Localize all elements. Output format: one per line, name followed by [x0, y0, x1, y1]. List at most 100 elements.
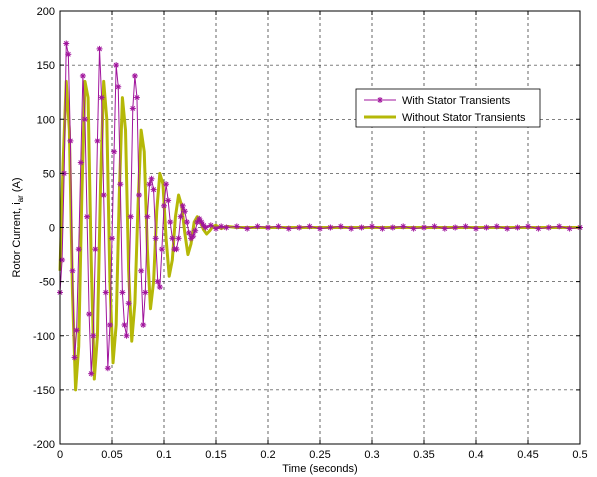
star-marker — [84, 213, 91, 220]
star-marker — [254, 223, 261, 230]
x-tick-label: 0.15 — [205, 449, 226, 461]
star-marker — [556, 223, 563, 230]
legend-label-without-stator: Without Stator Transients — [402, 112, 526, 124]
star-marker — [348, 225, 355, 232]
star-marker — [190, 233, 197, 240]
star-marker — [173, 246, 180, 253]
star-marker — [140, 321, 147, 328]
y-tick-label: 150 — [37, 60, 55, 72]
star-marker — [121, 321, 128, 328]
star-marker — [158, 246, 165, 253]
star-marker — [213, 225, 219, 232]
star-marker — [67, 137, 74, 144]
x-tick-label: 0.45 — [517, 449, 538, 461]
star-marker — [81, 116, 88, 123]
star-marker — [156, 284, 163, 291]
star-marker — [71, 354, 78, 361]
star-marker — [462, 223, 469, 230]
star-marker — [150, 186, 157, 193]
y-tick-label: 100 — [37, 114, 55, 126]
star-marker — [233, 223, 240, 230]
star-marker — [483, 224, 490, 231]
star-marker — [244, 225, 251, 232]
star-marker — [59, 256, 66, 263]
star-marker — [369, 223, 375, 230]
x-tick-label: 0.4 — [468, 449, 483, 461]
star-marker — [275, 223, 282, 230]
star-marker — [183, 219, 190, 226]
star-marker — [115, 83, 122, 90]
y-ticks: -200 -150 -100 -50 0 50 100 150 200 — [33, 6, 580, 451]
star-marker — [377, 97, 383, 103]
star-marker — [86, 311, 93, 318]
star-marker — [545, 224, 552, 231]
star-marker — [109, 235, 115, 242]
star-marker — [73, 327, 80, 334]
x-tick-label: 0.1 — [156, 449, 171, 461]
star-marker — [167, 219, 174, 226]
star-marker — [452, 224, 459, 231]
y-tick-label: -100 — [33, 331, 55, 343]
star-marker — [154, 278, 161, 285]
star-marker — [525, 223, 531, 230]
star-marker — [185, 229, 192, 236]
y-tick-label: 200 — [37, 6, 55, 18]
star-marker — [102, 289, 109, 296]
star-marker — [421, 224, 427, 231]
star-marker — [566, 225, 573, 232]
star-marker — [65, 51, 72, 58]
star-marker — [169, 235, 176, 242]
star-marker — [431, 223, 438, 230]
star-marker — [285, 225, 292, 232]
star-marker — [138, 267, 145, 274]
star-marker — [117, 181, 124, 188]
star-marker — [410, 225, 417, 232]
star-marker — [79, 72, 86, 79]
star-marker — [327, 224, 334, 231]
star-marker — [142, 289, 149, 296]
star-marker — [379, 225, 386, 232]
star-marker — [358, 224, 365, 231]
star-marker — [306, 223, 313, 230]
x-tick-label: 0.3 — [364, 449, 379, 461]
star-marker — [100, 192, 107, 199]
star-marker — [113, 62, 120, 69]
x-tick-label: 0.5 — [572, 449, 587, 461]
star-marker — [98, 94, 105, 101]
star-marker — [192, 227, 199, 234]
star-marker — [317, 225, 323, 232]
y-tick-label: 0 — [49, 223, 55, 235]
x-tick-label: 0.2 — [260, 449, 275, 461]
star-marker — [473, 225, 479, 232]
star-marker — [400, 223, 407, 230]
legend: With Stator Transients Without Stator Tr… — [355, 88, 541, 128]
star-marker — [96, 45, 103, 52]
x-tick-label: 0.05 — [101, 449, 122, 461]
star-marker — [148, 175, 155, 182]
star-marker — [493, 223, 500, 230]
star-marker — [106, 321, 113, 328]
star-marker — [207, 222, 214, 229]
y-tick-label: 50 — [43, 168, 55, 180]
star-marker — [136, 192, 143, 199]
star-marker — [123, 332, 130, 339]
star-marker — [77, 159, 84, 166]
x-tick-label: 0.25 — [309, 449, 330, 461]
star-marker — [88, 370, 95, 377]
star-marker — [265, 224, 271, 231]
star-marker — [92, 246, 99, 253]
star-marker — [514, 224, 521, 231]
star-marker — [104, 365, 111, 372]
x-axis-label: Time (seconds) — [282, 463, 357, 475]
y-axis-label: Rotor Current, iar (A) — [11, 177, 25, 277]
star-marker — [131, 72, 138, 79]
star-marker — [196, 215, 203, 222]
star-marker — [389, 224, 396, 231]
star-marker — [161, 202, 167, 209]
star-marker — [144, 213, 151, 220]
y-tick-label: -50 — [39, 277, 55, 289]
star-marker — [133, 94, 140, 101]
y-tick-label: -150 — [33, 385, 55, 397]
star-marker — [175, 235, 182, 242]
legend-label-with-stator: With Stator Transients — [402, 95, 511, 107]
